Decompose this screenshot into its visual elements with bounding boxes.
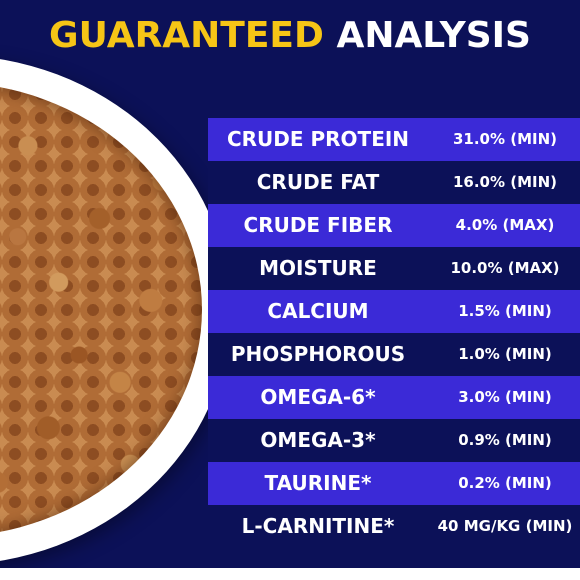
- nutrient-value: 10.0% (MAX): [450, 259, 560, 277]
- nutrient-name: MOISTURE: [259, 256, 377, 280]
- table-row: MOISTURE 10.0% (MAX): [208, 247, 580, 290]
- nutrient-value: 3.0% (MIN): [458, 388, 552, 406]
- nutrient-name: CALCIUM: [267, 299, 369, 323]
- nutrient-name: CRUDE FAT: [256, 170, 380, 194]
- nutrient-value: 1.0% (MIN): [458, 345, 552, 363]
- nutrient-name: OMEGA-6*: [260, 385, 376, 409]
- table-row: OMEGA-3* 0.9% (MIN): [208, 419, 580, 462]
- nutrient-name: OMEGA-3*: [260, 428, 376, 452]
- nutrient-name: CRUDE PROTEIN: [226, 127, 410, 151]
- analysis-panel: GUARANTEED ANALYSIS CRUDE PROTEIN 31.0% …: [0, 0, 580, 568]
- nutrient-name: TAURINE*: [264, 471, 372, 495]
- page-title: GUARANTEED ANALYSIS: [0, 10, 580, 62]
- analysis-table: CRUDE PROTEIN 31.0% (MIN) CRUDE FAT 16.0…: [0, 118, 580, 548]
- table-row: CRUDE FIBER 4.0% (MAX): [208, 204, 580, 247]
- table-row: CALCIUM 1.5% (MIN): [208, 290, 580, 333]
- nutrient-value: 40 MG/KG (MIN): [437, 517, 573, 535]
- nutrient-name: PHOSPHOROUS: [230, 342, 406, 366]
- nutrient-value: 1.5% (MIN): [458, 302, 552, 320]
- table-row: PHOSPHOROUS 1.0% (MIN): [208, 333, 580, 376]
- nutrient-value: 0.9% (MIN): [458, 431, 552, 449]
- nutrient-value: 0.2% (MIN): [458, 474, 552, 492]
- nutrient-name: CRUDE FIBER: [243, 213, 393, 237]
- nutrient-value: 31.0% (MIN): [452, 130, 558, 148]
- table-row: CRUDE PROTEIN 31.0% (MIN): [208, 118, 580, 161]
- nutrient-value: 4.0% (MAX): [455, 216, 555, 234]
- table-row: CRUDE FAT 16.0% (MIN): [208, 161, 580, 204]
- nutrient-value: 16.0% (MIN): [452, 173, 558, 191]
- title-word: ANALYSIS: [336, 15, 531, 56]
- table-row: L-CARNITINE* 40 MG/KG (MIN): [208, 505, 580, 548]
- nutrient-name: L-CARNITINE*: [241, 514, 395, 538]
- table-row: OMEGA-6* 3.0% (MIN): [208, 376, 580, 419]
- title-highlight-word: GUARANTEED: [49, 15, 324, 56]
- table-row: TAURINE* 0.2% (MIN): [208, 462, 580, 505]
